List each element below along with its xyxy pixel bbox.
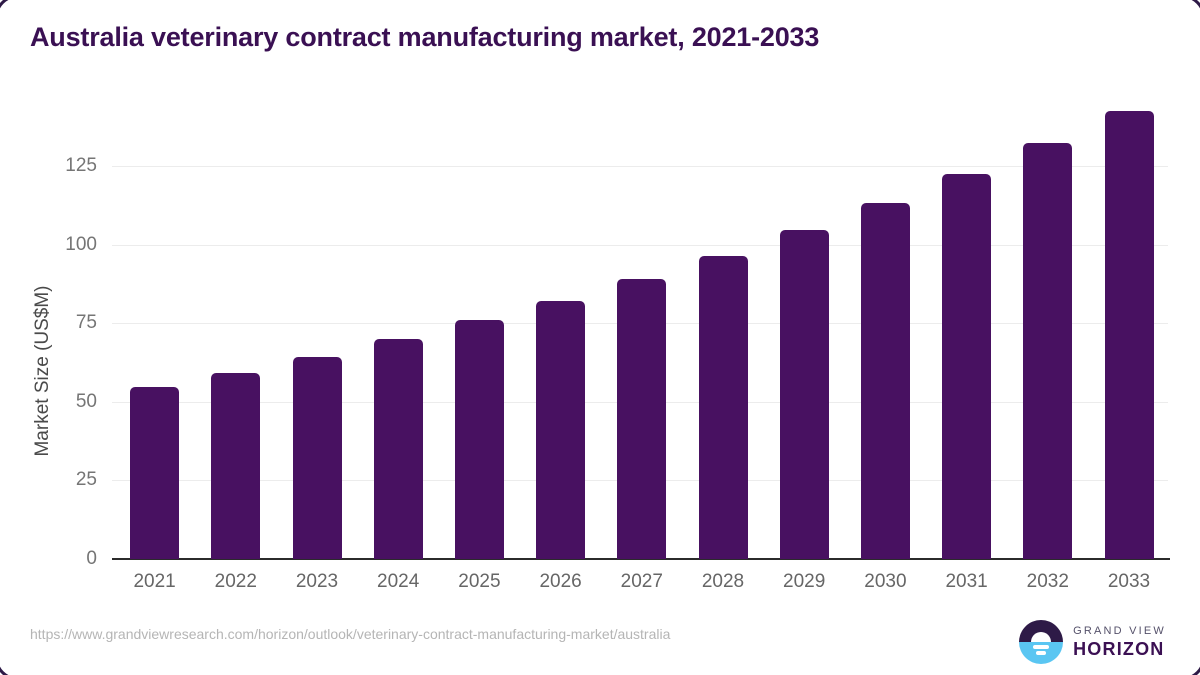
chart-title: Australia veterinary contract manufactur… — [30, 22, 820, 52]
bar-2023 — [292, 356, 342, 559]
source-url: https://www.grandviewresearch.com/horizo… — [30, 626, 671, 642]
reflection-dash-1 — [1033, 645, 1050, 649]
bar-2032 — [1023, 143, 1073, 559]
bar-2025 — [454, 320, 504, 559]
x-tick-2028: 2028 — [701, 571, 745, 592]
bar-2022 — [211, 372, 261, 559]
horizon-sun-icon — [1019, 620, 1064, 664]
bar-2021 — [130, 387, 180, 559]
grand-view-horizon-logo: GRAND VIEW HORIZON — [1019, 620, 1166, 664]
bar-2028 — [698, 255, 748, 559]
bar-2033 — [1104, 110, 1154, 559]
bar-2029 — [779, 230, 829, 559]
x-axis-line — [112, 558, 1170, 560]
y-tick-75: 75 — [75, 312, 97, 334]
x-tick-2023: 2023 — [295, 571, 339, 592]
x-tick-2032: 2032 — [1026, 571, 1069, 592]
gridline-100 — [112, 244, 1168, 246]
x-tick-2021: 2021 — [133, 571, 176, 592]
bar-2024 — [373, 339, 423, 559]
x-tick-2025: 2025 — [458, 571, 501, 592]
x-tick-2026: 2026 — [539, 571, 582, 592]
x-tick-2029: 2029 — [783, 571, 826, 592]
x-tick-2031: 2031 — [945, 571, 988, 592]
x-tick-2027: 2027 — [620, 571, 663, 592]
sun-shape — [1031, 632, 1052, 642]
bar-2030 — [860, 203, 910, 559]
x-tick-2024: 2024 — [377, 571, 420, 592]
y-tick-0: 0 — [86, 548, 97, 569]
y-tick-125: 125 — [65, 155, 97, 176]
bar-2026 — [536, 300, 586, 559]
reflection-dash-2 — [1036, 651, 1047, 655]
logo-grand-view-label: GRAND VIEW — [1073, 624, 1166, 637]
x-tick-2030: 2030 — [864, 571, 907, 592]
y-tick-100: 100 — [65, 233, 97, 255]
x-tick-2033: 2033 — [1107, 571, 1151, 592]
bar-2027 — [617, 278, 667, 559]
gridline-125 — [112, 166, 1168, 167]
y-tick-25: 25 — [75, 469, 97, 491]
logo-text: GRAND VIEW HORIZON — [1073, 625, 1166, 660]
y-tick-50: 50 — [75, 390, 97, 412]
bar-2031 — [942, 174, 992, 559]
x-tick-2022: 2022 — [214, 571, 257, 592]
logo-horizon-label: HORIZON — [1073, 638, 1165, 659]
